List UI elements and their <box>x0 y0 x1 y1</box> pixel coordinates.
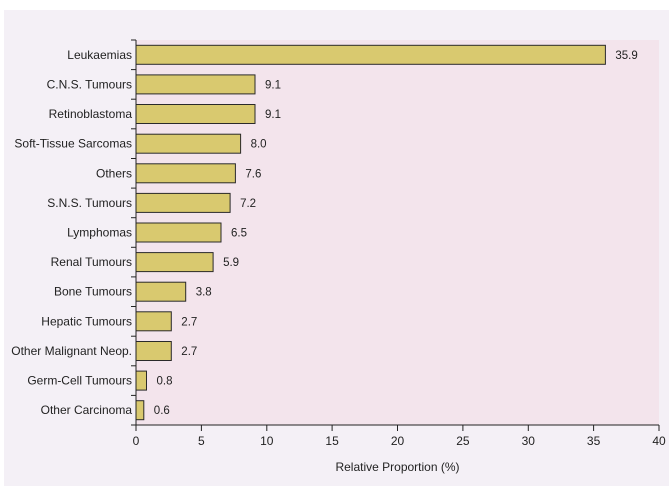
value-label: 2.7 <box>181 346 197 358</box>
bar <box>135 281 187 302</box>
category-label: Germ-Cell Tumours <box>27 374 132 388</box>
bar <box>135 104 256 124</box>
value-label: 0.6 <box>154 405 170 417</box>
category-label: Hepatic Tumours <box>41 314 132 328</box>
category-label: Others <box>96 166 132 180</box>
bar <box>135 222 222 243</box>
category-label: Retinoblastoma <box>49 107 133 121</box>
x-tick-label: 5 <box>198 434 205 448</box>
x-tick-label: 10 <box>260 434 274 448</box>
value-label: 8.0 <box>251 139 267 151</box>
bar <box>135 192 231 213</box>
category-label: Leukaemias <box>67 48 132 62</box>
bar <box>135 44 606 65</box>
axes: Leukaemias C.N.S. Tumours Retinoblastoma So… <box>11 39 666 448</box>
value-label: 3.8 <box>196 287 212 299</box>
x-tick-label: 25 <box>456 434 470 448</box>
category-label: Other Carcinoma <box>41 403 133 417</box>
x-tick-label: 30 <box>522 434 536 448</box>
x-tick-label: 20 <box>391 434 405 448</box>
category-label: Other Malignant Neop. <box>11 344 132 358</box>
value-label: 9.1 <box>265 109 281 121</box>
category-label: C.N.S. Tumours <box>47 77 132 91</box>
x-tick-label: 40 <box>652 434 666 448</box>
x-tick-label: 0 <box>133 434 140 448</box>
value-label: 35.9 <box>615 50 637 62</box>
category-label: Lymphomas <box>67 226 132 240</box>
value-label: 7.6 <box>245 168 261 180</box>
value-label: 2.7 <box>181 316 197 328</box>
value-label: 9.1 <box>265 79 281 91</box>
bar <box>135 341 172 361</box>
x-tick-label: 35 <box>587 434 601 448</box>
category-label: Soft-Tissue Sarcomas <box>14 137 132 151</box>
bar <box>135 133 242 154</box>
x-axis-title: Relative Proportion (%) <box>335 460 459 474</box>
category-label: Renal Tumours <box>51 255 132 269</box>
value-label: 5.9 <box>223 257 239 269</box>
value-label: 0.8 <box>157 376 173 388</box>
bar <box>135 370 147 391</box>
value-label: 7.2 <box>240 198 256 210</box>
bar <box>135 252 214 273</box>
category-label: Bone Tumours <box>54 285 132 299</box>
bar <box>135 74 256 95</box>
bar <box>135 311 172 332</box>
bar <box>135 400 145 421</box>
value-label: 6.5 <box>231 228 247 240</box>
bar <box>135 163 236 184</box>
category-label: S.N.S. Tumours <box>47 196 132 210</box>
x-tick-label: 15 <box>325 434 339 448</box>
